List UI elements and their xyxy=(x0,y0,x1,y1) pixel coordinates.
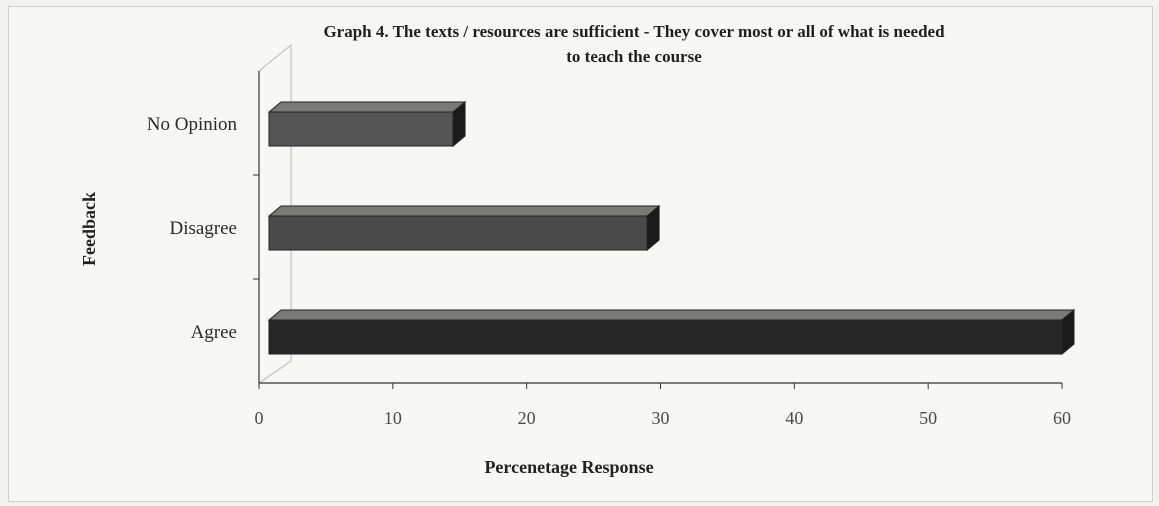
x-tick-label: 50 xyxy=(919,408,937,428)
x-tick-label: 30 xyxy=(652,408,670,428)
bar-front-face xyxy=(268,319,1063,355)
x-tick-label: 20 xyxy=(518,408,536,428)
x-tick-label: 40 xyxy=(785,408,803,428)
y-axis-title: Feedback xyxy=(79,192,99,266)
chart-frame: Graph 4. The texts / resources are suffi… xyxy=(8,6,1153,502)
bar-top-face xyxy=(267,205,661,217)
bar-front-face xyxy=(268,215,648,251)
x-tick-label: 60 xyxy=(1053,408,1071,428)
bar-no-opinion xyxy=(267,100,467,148)
bars-group xyxy=(267,100,1076,356)
bar-disagree xyxy=(267,204,661,252)
bar-top-face xyxy=(267,309,1076,321)
bar-front-face xyxy=(268,111,454,147)
category-label: Agree xyxy=(191,322,237,343)
category-label: Disagree xyxy=(169,218,237,239)
x-axis-ticks: 0 10 20 30 40 50 60 xyxy=(255,383,1071,428)
category-label: No Opinion xyxy=(147,114,238,135)
bar-chart: Graph 4. The texts / resources are suffi… xyxy=(79,22,1076,477)
x-axis-title: Percenetage Response xyxy=(484,457,653,477)
x-tick-label: 0 xyxy=(255,408,264,428)
category-labels: No Opinion Disagree Agree xyxy=(147,114,238,343)
x-tick-label: 10 xyxy=(384,408,402,428)
chart-title-line-1: Graph 4. The texts / resources are suffi… xyxy=(323,22,945,41)
chart-title-line-2: to teach the course xyxy=(566,47,702,66)
bar-top-face xyxy=(267,101,467,113)
bar-agree xyxy=(267,308,1076,356)
